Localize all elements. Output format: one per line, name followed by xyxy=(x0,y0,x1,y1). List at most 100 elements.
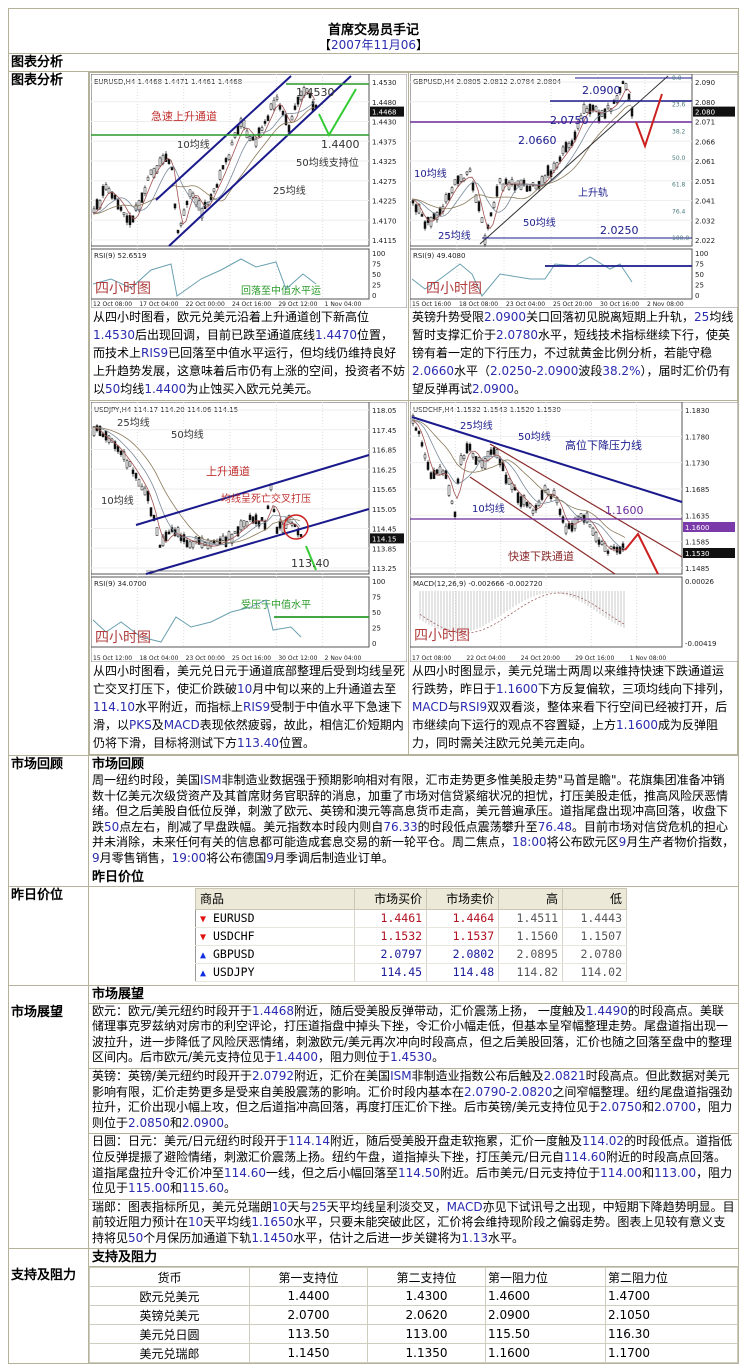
yesterday-prices-heading: 昨日价位 xyxy=(92,869,145,885)
candle xyxy=(275,96,279,100)
price-row-eurusd[interactable]: ▼ EURUSD 1.4461 1.4464 1.4511 1.4443 xyxy=(195,909,627,928)
price-tick: 2.051 xyxy=(695,178,715,186)
candle xyxy=(561,146,565,155)
candle xyxy=(453,511,457,518)
timeframe-label: 四小时图 xyxy=(426,281,482,297)
candle xyxy=(182,534,186,542)
chart-annotation: 受压于中值水平 xyxy=(241,598,311,611)
usdchf-chart: USDCHF,H4 1.1532 1.1543 1.1520 1.1530 1.1… xyxy=(410,402,738,662)
high-cell: 1.4511 xyxy=(498,909,564,928)
candle xyxy=(176,527,180,537)
candle xyxy=(486,451,490,461)
support-col-header: 货币 xyxy=(89,1267,250,1288)
candle xyxy=(603,108,607,119)
chart-annotation: 10均线 xyxy=(101,494,134,507)
candle xyxy=(447,192,451,201)
indicator-tick: 0 xyxy=(695,292,699,300)
col-ask[interactable]: 市场卖价 xyxy=(426,887,500,910)
upper-channel-line xyxy=(155,75,292,201)
price-row-gbpusd[interactable]: ▲ GBPUSD 2.0797 2.0802 2.0895 2.0780 xyxy=(195,945,627,964)
candle xyxy=(411,415,415,424)
candle xyxy=(239,520,243,531)
candle xyxy=(426,461,430,470)
level-cell: 2.0700 xyxy=(249,1305,368,1326)
date-tick: 23 Oct 04:00 xyxy=(506,301,545,308)
level-cell: 113.00 xyxy=(367,1324,486,1345)
candle xyxy=(143,187,147,194)
price-tick: 1.4275 xyxy=(372,178,397,186)
chart-annotation: 1.1600 xyxy=(605,504,644,517)
candle xyxy=(450,187,454,193)
rsi-line xyxy=(92,599,302,643)
price-tick: 1.4325 xyxy=(372,158,397,166)
candle xyxy=(185,539,189,548)
indicator-label: RSI(9) 34.0700 xyxy=(94,580,146,588)
candle xyxy=(116,199,120,210)
col-symbol[interactable]: 商品 xyxy=(195,887,355,910)
price-row-usdchf[interactable]: ▼ USDCHF 1.1532 1.1537 1.1560 1.1507 xyxy=(195,927,627,946)
support-table-header: 货币 第一支持位 第二支持位 第一阻力位 第二阻力位 xyxy=(89,1267,738,1288)
candle xyxy=(161,535,165,547)
candle xyxy=(600,541,604,545)
candle xyxy=(305,88,309,95)
candle xyxy=(480,217,484,223)
chart-cell-eurusd: EURUSD,H4 1.4468 1.4471 1.4461 1.4468 1.4… xyxy=(89,72,409,401)
price-tick: 2.061 xyxy=(695,158,715,166)
col-high[interactable]: 高 xyxy=(498,887,564,910)
chart-annotation: 回落至中值水平运 xyxy=(241,284,321,297)
candle xyxy=(423,221,427,229)
candle xyxy=(140,192,144,203)
high-cell: 1.1560 xyxy=(498,927,564,946)
price-tick: 115.05 xyxy=(372,506,397,514)
candle xyxy=(206,539,210,549)
candle xyxy=(221,535,225,541)
gbpusd-chart: GBPUSD,H4 2.0805 2.0812 2.0784 2.0804 2.0… xyxy=(410,74,738,308)
candle xyxy=(287,125,291,133)
candle xyxy=(146,177,150,181)
candle xyxy=(597,539,601,545)
usdjpy-analysis-text: 从四小时图看，美元兑日元于通道底部整理后受到均线呈死亡交叉打压下，使汇价跌破10… xyxy=(93,664,406,750)
candle xyxy=(513,184,517,191)
chart-analysis-side-cell: 图表分析 xyxy=(8,71,89,756)
projection-arrow xyxy=(624,532,659,575)
candle xyxy=(474,194,478,203)
chart-annotation: 10均线 xyxy=(177,138,210,151)
outlook-franc-row: 瑞郎：图表指标所见，美元兑瑞朗10天与25天平均线呈利淡交叉，MACD亦见下试讯… xyxy=(9,1198,739,1250)
arrow-down-icon: ▼ xyxy=(200,914,207,926)
arrow-down-icon: ▼ xyxy=(200,932,207,944)
support-row: 英镑兑美元 2.0700 2.0620 2.0900 2.1050 xyxy=(89,1305,738,1326)
col-bid[interactable]: 市场买价 xyxy=(353,887,428,910)
col-low[interactable]: 低 xyxy=(562,887,627,910)
fib-level-label: 61.8 xyxy=(672,182,686,189)
support-resistance-table-row: 货币 第一支持位 第二支持位 第一阻力位 第二阻力位 欧元兑美元 1.4400 1.4300 1… xyxy=(9,1266,739,1364)
candle xyxy=(465,443,469,454)
chart-annotation: 2.0660 xyxy=(518,134,557,147)
candle xyxy=(101,433,105,437)
price-row-usdjpy[interactable]: ▲ USDJPY 114.45 114.48 114.82 114.02 xyxy=(195,963,627,982)
fib-level-label: 38.2 xyxy=(672,128,686,135)
candle xyxy=(296,96,300,105)
price-tick: 113.85 xyxy=(372,545,397,553)
arrow-up-icon: ▲ xyxy=(200,968,207,980)
low-cell: 114.02 xyxy=(562,963,627,982)
channel-lower-line xyxy=(469,476,616,575)
chart-annotation: 均线呈死亡交叉打压 xyxy=(221,492,311,505)
date-tick: 18 Oct 04:00 xyxy=(139,655,178,662)
candle xyxy=(284,114,288,125)
support-resistance-table-cell: 货币 第一支持位 第二支持位 第一阻力位 第二阻力位 欧元兑美元 1.4400 1.4300 1… xyxy=(88,1266,739,1364)
candle xyxy=(170,166,174,171)
bid-cell: 114.45 xyxy=(354,963,428,982)
price-tick: 1.1730 xyxy=(685,460,710,468)
date-tick: 23 Oct 00:00 xyxy=(186,655,225,662)
price-tick: 2.032 xyxy=(695,217,715,225)
ask-cell: 2.0802 xyxy=(426,945,500,964)
candle xyxy=(444,194,448,203)
indicator-tick: 25 xyxy=(695,282,704,290)
date-tick: 30 Oct 16:00 xyxy=(600,301,639,308)
chart-annotation: 50均线 xyxy=(523,216,556,229)
date-tick: 12 Oct 08:00 xyxy=(93,301,132,308)
candle xyxy=(471,182,475,191)
candle xyxy=(131,469,135,474)
outlook-pound-text: 英镑：英镑/美元纽约时段开于2.0792附近，汇价在美国ISM非制造业指数公布后… xyxy=(92,1068,733,1130)
candle xyxy=(218,170,222,180)
